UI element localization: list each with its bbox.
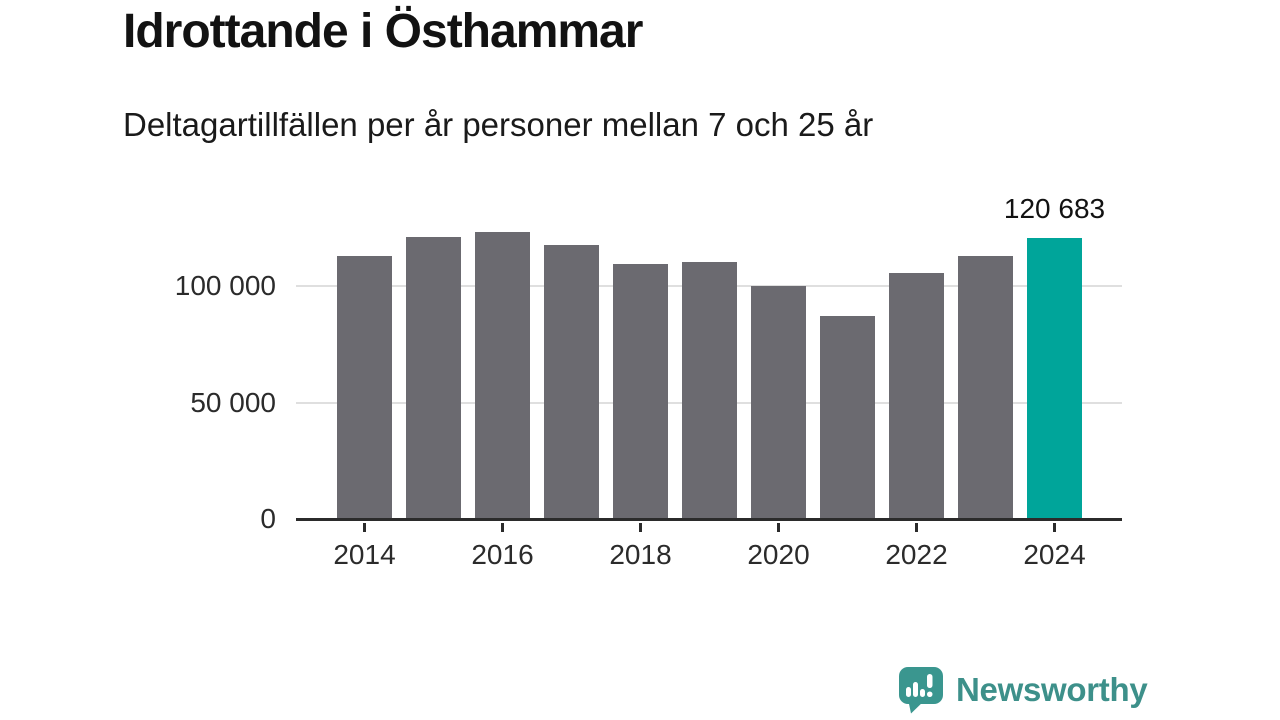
highlight-bar-value-label: 120 683 — [1003, 193, 1106, 224]
bar-2021 — [820, 316, 875, 519]
x-axis-tick — [501, 523, 504, 532]
chart-subtitle: Deltagartillfällen per år personer mella… — [123, 106, 874, 143]
x-axis-tick-label: 2014 — [333, 539, 396, 570]
bar-chart-speech-bubble-icon — [899, 667, 943, 714]
bar-2019 — [682, 262, 737, 519]
x-axis-tick-label: 2024 — [1023, 539, 1086, 570]
bar-2014 — [337, 256, 392, 519]
x-axis-tick — [1053, 523, 1056, 532]
bar-2016 — [475, 232, 530, 519]
bar-2018 — [613, 264, 668, 519]
x-axis-tick — [777, 523, 780, 532]
x-axis-tick-label: 2018 — [609, 539, 672, 570]
y-axis-tick-label: 50 000 — [190, 386, 276, 418]
bar-2015 — [406, 237, 461, 519]
x-axis-tick — [639, 523, 642, 532]
x-axis-tick-label: 2020 — [747, 539, 810, 570]
newsworthy-wordmark: Newsworthy — [956, 671, 1148, 708]
bar-chart-plot-area: 120 683 0 50 000 100 000 2014 2016 2018 2020 20… — [175, 180, 1122, 570]
bar-2024 — [1027, 238, 1082, 519]
y-axis-tick-label: 100 000 — [174, 270, 276, 301]
newsworthy-logo: Newsworthy — [898, 666, 1148, 714]
bar-2020 — [751, 286, 806, 519]
bar-2017 — [544, 245, 599, 519]
x-axis-tick-label: 2016 — [471, 539, 534, 570]
y-axis-tick-label: 0 — [260, 503, 276, 534]
bar-2022 — [889, 273, 944, 519]
x-axis-tick — [363, 523, 366, 532]
x-axis-tick — [915, 523, 918, 532]
chart-title: Idrottande i Östhammar — [123, 5, 643, 58]
x-axis-tick-label: 2022 — [885, 539, 948, 570]
bar-2023 — [958, 256, 1013, 519]
x-axis-line — [296, 518, 1122, 521]
